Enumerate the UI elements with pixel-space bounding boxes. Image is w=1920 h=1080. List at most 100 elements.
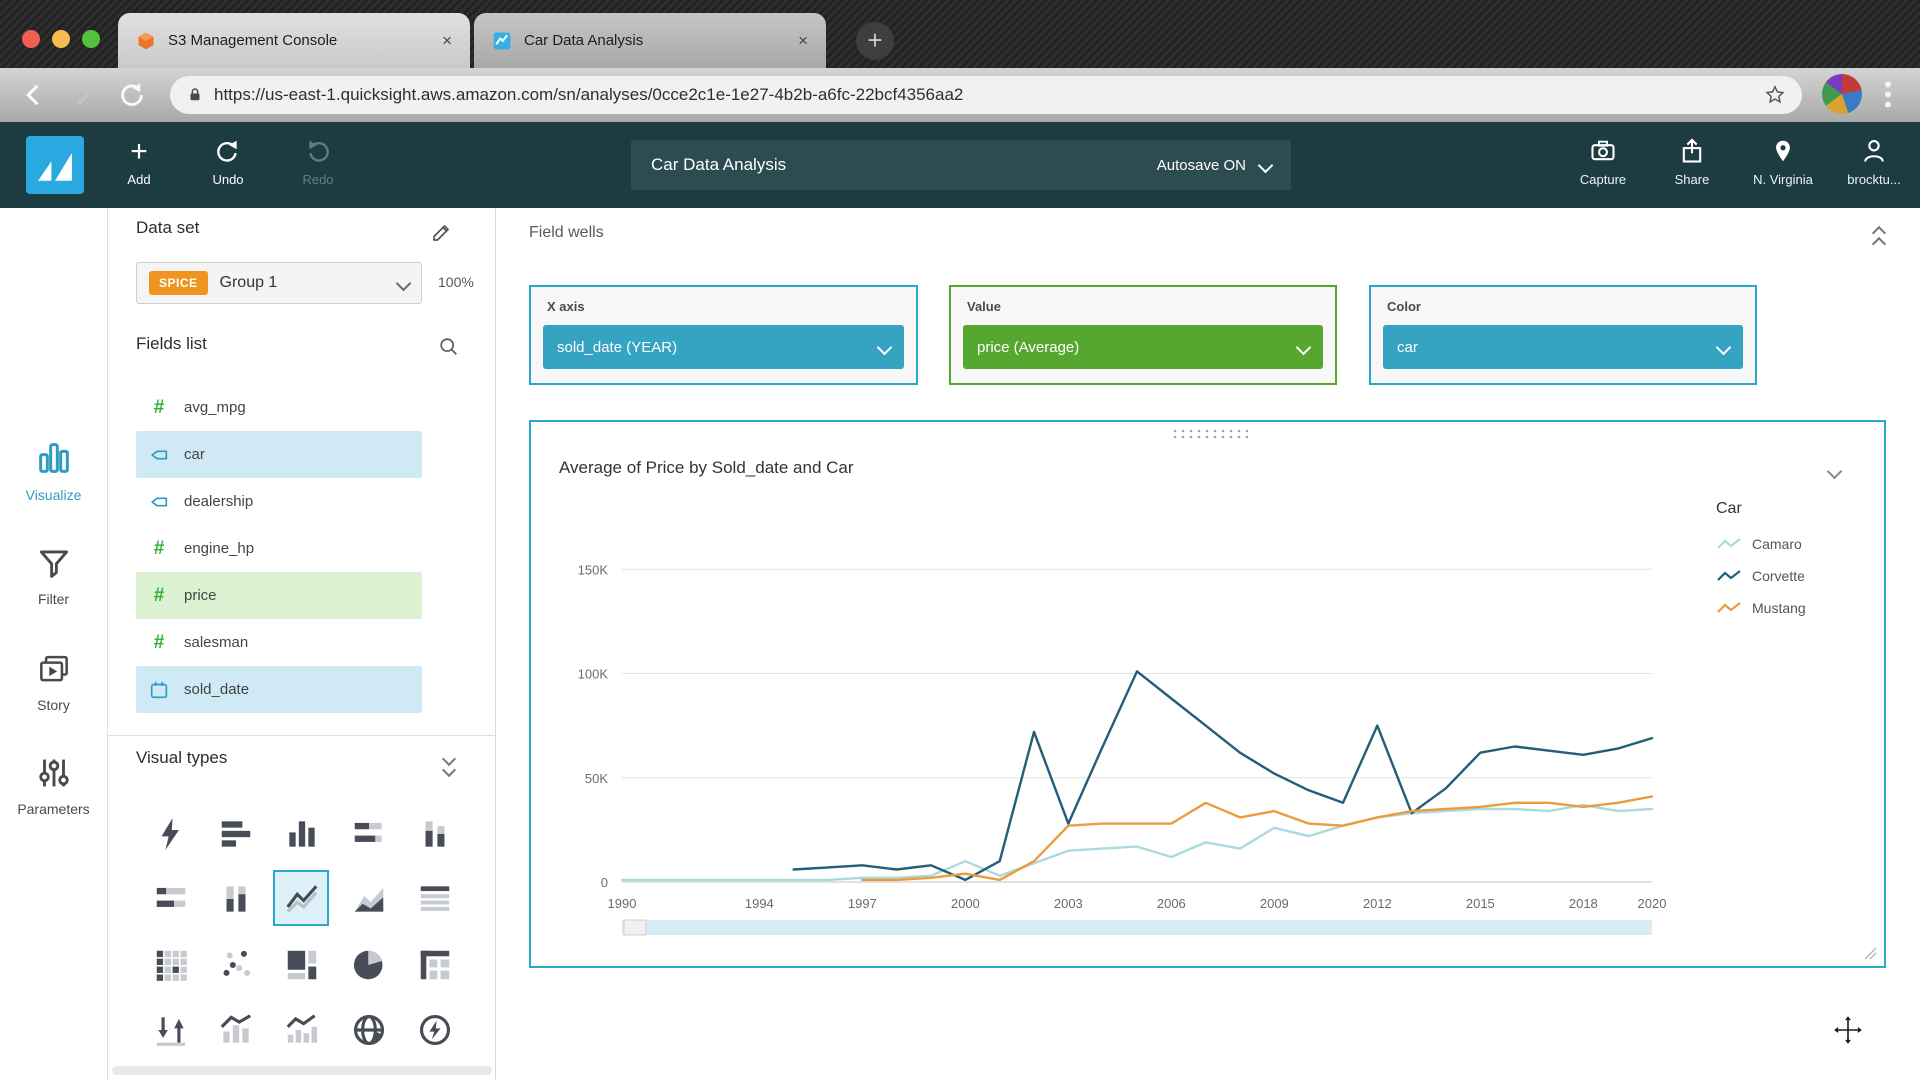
visual-type-area-chart[interactable] (346, 876, 392, 922)
undo-icon (193, 134, 263, 170)
chart-legend: Car Camaro Corvette (1716, 500, 1881, 632)
well-label: Color (1387, 299, 1421, 314)
field-row-engine-hp[interactable]: # engine_hp (136, 525, 422, 572)
svg-text:50K: 50K (585, 771, 608, 786)
visual-type-insights[interactable] (412, 1007, 458, 1053)
tab-close-icon[interactable]: × (798, 31, 808, 50)
new-tab-button[interactable]: + (856, 22, 894, 60)
collapse-field-wells-icon[interactable] (1871, 225, 1887, 252)
visual-type-table[interactable] (412, 876, 458, 922)
add-button[interactable]: + Add (104, 134, 174, 187)
analysis-title[interactable]: Car Data Analysis (651, 155, 787, 174)
chevron-down-icon[interactable] (1257, 157, 1274, 173)
lock-icon (190, 88, 200, 101)
region-button[interactable]: N. Virginia (1741, 134, 1825, 187)
well-label: Value (967, 299, 1001, 314)
traffic-light-zoom[interactable] (82, 30, 100, 48)
s3-bucket-icon (138, 32, 154, 49)
visual-type-treemap[interactable] (279, 942, 325, 988)
search-icon[interactable] (438, 336, 460, 358)
move-cursor-icon (1832, 1014, 1864, 1046)
redo-icon (283, 134, 353, 170)
dataset-dropdown[interactable]: SPICE Group 1 (136, 262, 422, 304)
legend-item-camaro[interactable]: Camaro (1716, 536, 1881, 552)
visual-type-auto-graph[interactable] (148, 811, 194, 857)
panel-scrollbar[interactable] (112, 1066, 492, 1075)
edit-pencil-icon[interactable] (430, 220, 454, 244)
visual-type-bar-horizontal[interactable] (213, 811, 259, 857)
rail-item-parameters[interactable]: Parameters (0, 754, 107, 817)
field-row-dealership[interactable]: dealership (136, 478, 422, 525)
date-field-icon (150, 681, 168, 698)
field-row-price[interactable]: # price (136, 572, 422, 619)
rail-item-visualize[interactable]: Visualize (0, 438, 107, 503)
visual-type-stacked-bar-vertical[interactable] (412, 811, 458, 857)
field-row-car[interactable]: car (136, 431, 422, 478)
field-row-avg-mpg[interactable]: # avg_mpg (136, 384, 422, 431)
traffic-light-minimize[interactable] (52, 30, 70, 48)
capture-button[interactable]: Capture (1561, 134, 1645, 187)
chevron-down-icon (395, 275, 412, 291)
autosave-toggle[interactable]: Autosave ON (1156, 156, 1246, 174)
undo-button[interactable]: Undo (193, 134, 263, 187)
well-label: X axis (547, 299, 585, 314)
legend-item-corvette[interactable]: Corvette (1716, 568, 1881, 584)
visual-menu-chevron-icon[interactable] (1826, 463, 1843, 480)
bookmark-star-icon[interactable] (1764, 84, 1786, 106)
back-icon[interactable] (20, 81, 48, 109)
well-pill-sold-date[interactable]: sold_date (YEAR) (543, 325, 904, 369)
visual-type-stacked-bar-horizontal[interactable] (346, 811, 392, 857)
svg-text:150K: 150K (578, 562, 609, 577)
visual-type-bar-vertical[interactable] (279, 811, 325, 857)
reload-icon[interactable] (118, 81, 146, 109)
rail-item-story[interactable]: Story (0, 650, 107, 713)
svg-text:1990: 1990 (608, 896, 637, 911)
browser-tab-bar: S3 Management Console × Car Data Analysi… (0, 0, 1920, 68)
redo-button[interactable]: Redo (283, 134, 353, 187)
legend-title: Car (1716, 500, 1742, 517)
visual-type-pivot-table[interactable] (412, 942, 458, 988)
quicksight-header: + Add Undo Redo Car Data Analysis (0, 122, 1920, 208)
visual-type-line-chart[interactable] (279, 876, 325, 922)
legend-item-mustang[interactable]: Mustang (1716, 600, 1881, 616)
visual-type-scatter-plot[interactable] (213, 942, 259, 988)
panel-divider (108, 735, 496, 736)
forward-icon[interactable] (68, 81, 96, 109)
svg-text:1994: 1994 (745, 896, 774, 911)
quicksight-logo[interactable] (26, 136, 84, 194)
analysis-title-bar[interactable]: Car Data Analysis Autosave ON (631, 140, 1291, 190)
rail-item-filter[interactable]: Filter (0, 544, 107, 607)
browser-menu-icon[interactable]: • • • (1884, 72, 1892, 117)
user-menu-button[interactable]: brocktu... (1832, 134, 1916, 187)
svg-text:2015: 2015 (1466, 896, 1495, 911)
resize-grip-icon[interactable] (1861, 944, 1877, 960)
visual-type-geospatial-map[interactable] (346, 1007, 392, 1053)
field-well-x-axis: X axis sold_date (YEAR) (529, 285, 918, 385)
address-bar[interactable]: https://us-east-1.quicksight.aws.amazon.… (170, 76, 1802, 114)
field-row-salesman[interactable]: # salesman (136, 619, 422, 666)
visual-type-pie-chart[interactable] (346, 942, 392, 988)
visual-type-stacked-100-vertical[interactable] (213, 876, 259, 922)
svg-text:2006: 2006 (1157, 896, 1186, 911)
line-chart[interactable]: 0 50K 100K 150K 1990 1994 1997 2000 2003 2006 2009… (541, 492, 1731, 942)
visual-card[interactable]: Average of Price by Sold_date and Car 0 5… (529, 420, 1886, 968)
traffic-light-close[interactable] (22, 30, 40, 48)
tab-car-data-analysis[interactable]: Car Data Analysis × (474, 13, 826, 68)
visual-type-stacked-100-horizontal[interactable] (148, 876, 194, 922)
visual-type-waterfall[interactable] (148, 1007, 194, 1053)
visual-type-combo-clustered[interactable] (213, 1007, 259, 1053)
well-pill-price[interactable]: price (Average) (963, 325, 1323, 369)
text-field-icon (151, 497, 168, 506)
visual-type-heatmap[interactable] (148, 942, 194, 988)
tab-s3-console[interactable]: S3 Management Console × (118, 13, 470, 68)
share-button[interactable]: Share (1650, 134, 1734, 187)
main-canvas: Field wells X axis sold_date (YEAR) Valu… (496, 208, 1920, 1080)
visual-type-combo-stacked[interactable] (279, 1007, 325, 1053)
tab-close-icon[interactable]: × (442, 31, 452, 50)
filter-funnel-icon (39, 550, 68, 578)
drag-handle-dots[interactable] (1171, 428, 1263, 440)
well-pill-car[interactable]: car (1383, 325, 1743, 369)
field-row-sold-date[interactable]: sold_date (136, 666, 422, 713)
collapse-visual-types-icon[interactable] (441, 751, 457, 778)
browser-profile-avatar[interactable] (1822, 74, 1862, 114)
